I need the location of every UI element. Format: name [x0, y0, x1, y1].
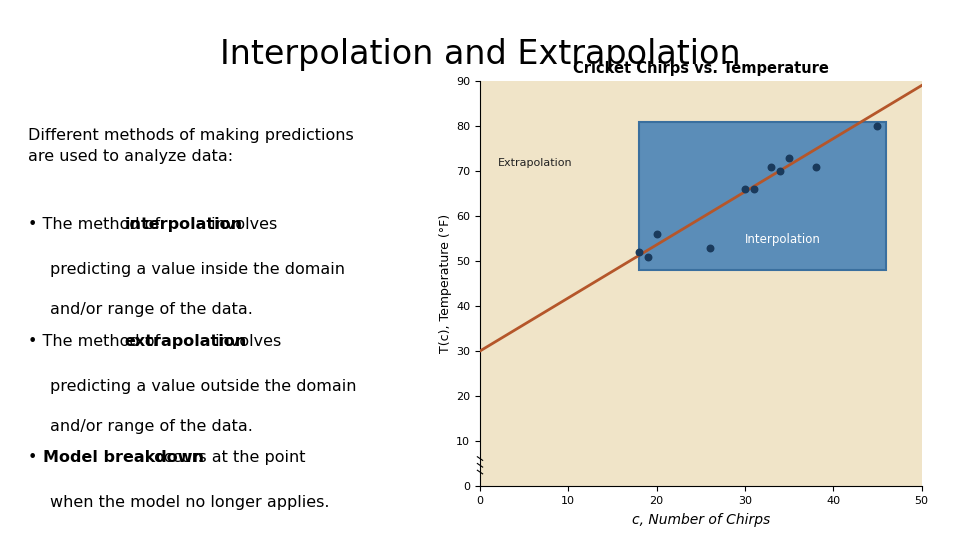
Text: interpolation: interpolation: [125, 217, 243, 232]
Text: predicting a value outside the domain: predicting a value outside the domain: [50, 379, 357, 394]
Text: occurs at the point: occurs at the point: [150, 450, 306, 465]
Bar: [639, 122, 886, 270]
Text: involves: involves: [205, 217, 277, 232]
Point: [746, 185, 761, 193]
Title: Cricket Chirps vs. Temperature: Cricket Chirps vs. Temperature: [573, 60, 828, 76]
Text: involves: involves: [210, 334, 281, 349]
Text: Interpolation: Interpolation: [745, 233, 821, 246]
X-axis label: c, Number of Chirps: c, Number of Chirps: [632, 512, 770, 526]
Text: Interpolation and Extrapolation: Interpolation and Extrapolation: [220, 38, 740, 71]
Text: Extrapolation: Extrapolation: [497, 159, 572, 168]
Point: [773, 167, 788, 176]
Point: [781, 153, 797, 162]
Point: [632, 248, 647, 256]
Point: [640, 252, 656, 261]
Point: [764, 162, 780, 171]
Point: [808, 162, 824, 171]
Point: [870, 122, 885, 130]
Text: Model breakdown: Model breakdown: [43, 450, 204, 465]
Text: when the model no longer applies.: when the model no longer applies.: [50, 495, 329, 510]
Text: predicting a value inside the domain: predicting a value inside the domain: [50, 262, 346, 277]
Text: •: •: [28, 450, 42, 465]
Text: extrapolation: extrapolation: [125, 334, 247, 349]
Y-axis label: T(c), Temperature (°F): T(c), Temperature (°F): [439, 214, 452, 353]
Text: and/or range of the data.: and/or range of the data.: [50, 302, 253, 318]
Text: • The method of: • The method of: [28, 217, 165, 232]
Point: [649, 230, 664, 238]
Point: [737, 185, 753, 193]
Text: Different methods of making predictions
are used to analyze data:: Different methods of making predictions …: [28, 127, 353, 164]
Point: [702, 243, 717, 252]
Text: and/or range of the data.: and/or range of the data.: [50, 419, 253, 434]
Text: • The method of: • The method of: [28, 334, 165, 349]
